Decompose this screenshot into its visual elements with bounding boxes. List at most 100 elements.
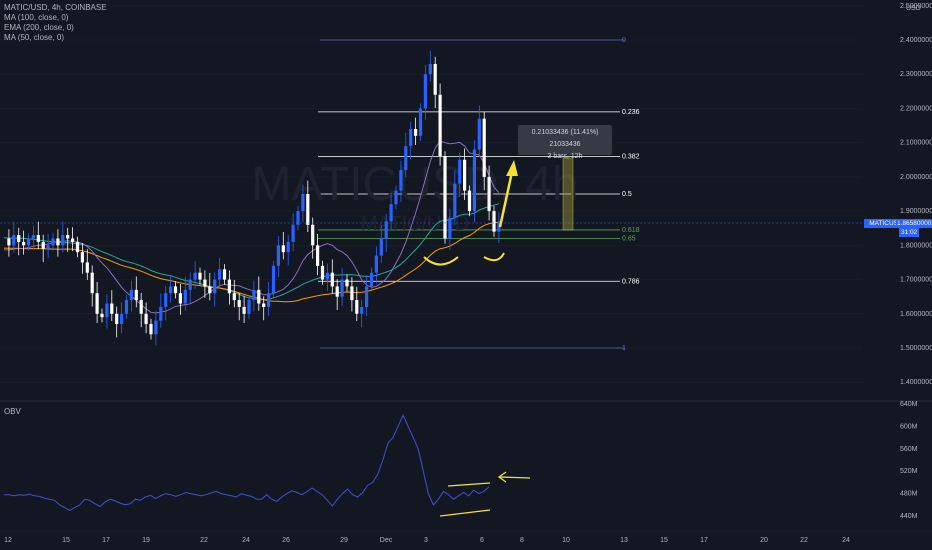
candles[interactable] bbox=[7, 50, 501, 346]
candle[interactable] bbox=[428, 50, 432, 82]
measure-box[interactable] bbox=[562, 157, 574, 231]
candle[interactable] bbox=[75, 236, 80, 258]
candle[interactable] bbox=[198, 267, 202, 285]
candle[interactable] bbox=[404, 132, 408, 178]
candle[interactable] bbox=[409, 121, 413, 160]
candle[interactable] bbox=[120, 302, 124, 334]
symbol-title[interactable]: MATIC/USD, 4h, COINBASE bbox=[4, 3, 107, 12]
candle[interactable] bbox=[51, 233, 55, 251]
candle[interactable] bbox=[399, 160, 403, 202]
candle[interactable] bbox=[159, 293, 163, 328]
candle[interactable] bbox=[345, 274, 349, 292]
indicator-ma100[interactable]: MA (100, close, 0) bbox=[4, 13, 69, 22]
candle[interactable] bbox=[85, 249, 89, 280]
candle[interactable] bbox=[316, 234, 320, 276]
candle[interactable] bbox=[281, 231, 285, 260]
candle[interactable] bbox=[232, 279, 236, 308]
candle[interactable] bbox=[46, 234, 50, 258]
candle[interactable] bbox=[330, 259, 334, 294]
candle[interactable] bbox=[105, 294, 109, 329]
candle[interactable] bbox=[291, 213, 295, 252]
candle[interactable] bbox=[100, 308, 104, 323]
candle[interactable] bbox=[110, 290, 114, 321]
candle[interactable] bbox=[7, 229, 11, 257]
ma100-line[interactable] bbox=[3, 203, 500, 301]
candle[interactable] bbox=[360, 299, 364, 328]
candle[interactable] bbox=[394, 185, 398, 210]
candle[interactable] bbox=[374, 246, 378, 285]
candle[interactable] bbox=[311, 217, 315, 259]
candle[interactable] bbox=[218, 257, 222, 289]
candle[interactable] bbox=[31, 225, 35, 250]
candle[interactable] bbox=[384, 214, 388, 252]
candle[interactable] bbox=[247, 294, 251, 319]
candle[interactable] bbox=[237, 292, 241, 321]
candle[interactable] bbox=[418, 103, 423, 141]
candle[interactable] bbox=[286, 234, 290, 266]
candle[interactable] bbox=[56, 229, 60, 257]
candle[interactable] bbox=[335, 279, 339, 311]
annotations[interactable] bbox=[423, 160, 518, 266]
candle[interactable] bbox=[458, 152, 462, 198]
candle[interactable] bbox=[365, 275, 369, 317]
obv-pane[interactable] bbox=[4, 413, 490, 511]
candle[interactable] bbox=[467, 185, 472, 217]
candle[interactable] bbox=[477, 105, 481, 157]
candle[interactable] bbox=[276, 236, 280, 278]
candle[interactable] bbox=[296, 205, 300, 230]
obv-channel-top[interactable] bbox=[447, 482, 491, 487]
candle[interactable] bbox=[26, 233, 31, 251]
candle[interactable] bbox=[71, 227, 75, 252]
candle[interactable] bbox=[208, 273, 212, 301]
obv-axis[interactable]: 640M 600M 560M 520M 480M 440M bbox=[900, 401, 918, 520]
obv-annotations[interactable] bbox=[439, 471, 531, 517]
double-bottom-arc-left[interactable] bbox=[423, 256, 459, 266]
candle[interactable] bbox=[80, 242, 84, 274]
candle[interactable] bbox=[222, 264, 227, 285]
candle[interactable] bbox=[178, 284, 182, 315]
candle[interactable] bbox=[115, 306, 119, 338]
candle[interactable] bbox=[301, 184, 305, 223]
currency-label[interactable]: USD bbox=[906, 5, 921, 12]
candle[interactable] bbox=[149, 318, 153, 340]
candle[interactable] bbox=[443, 151, 447, 244]
candle[interactable] bbox=[61, 221, 65, 253]
candle[interactable] bbox=[129, 280, 133, 312]
candle[interactable] bbox=[17, 227, 21, 256]
candle[interactable] bbox=[193, 261, 197, 289]
candle[interactable] bbox=[252, 280, 256, 312]
candle[interactable] bbox=[463, 148, 467, 200]
ma50-line[interactable] bbox=[3, 140, 500, 314]
candle[interactable] bbox=[433, 56, 437, 109]
indicator-ma50[interactable]: MA (50, close, 0) bbox=[4, 33, 65, 42]
obv-line[interactable] bbox=[4, 413, 490, 511]
time-axis[interactable]: 12 15 17 19 22 24 26 29 Dec 3 6 8 10 13 15 17 20 22 24 bbox=[0, 530, 932, 544]
candle[interactable] bbox=[169, 275, 173, 303]
candle[interactable] bbox=[134, 276, 138, 308]
candle[interactable] bbox=[340, 268, 344, 306]
double-bottom-arc-right[interactable] bbox=[483, 252, 505, 262]
obv-indicator-label[interactable]: OBV bbox=[4, 407, 21, 416]
price-axis[interactable]: 2.50000000 2.40000000 2.30000000 2.20000000… bbox=[900, 3, 932, 386]
ema200-line[interactable] bbox=[3, 221, 499, 303]
candle[interactable] bbox=[487, 165, 491, 221]
candle[interactable] bbox=[379, 225, 383, 263]
candle[interactable] bbox=[482, 111, 486, 191]
candle[interactable] bbox=[183, 276, 187, 311]
candle[interactable] bbox=[325, 263, 329, 291]
candle[interactable] bbox=[267, 281, 271, 317]
obv-channel-bottom[interactable] bbox=[439, 509, 491, 517]
candle[interactable] bbox=[320, 260, 325, 285]
candle[interactable] bbox=[12, 221, 16, 253]
candle[interactable] bbox=[22, 230, 26, 255]
candle[interactable] bbox=[369, 267, 374, 292]
candle[interactable] bbox=[448, 208, 452, 250]
candle[interactable] bbox=[139, 292, 143, 328]
candle[interactable] bbox=[188, 272, 192, 304]
candle[interactable] bbox=[173, 281, 178, 299]
candle[interactable] bbox=[213, 272, 217, 307]
candle[interactable] bbox=[144, 302, 148, 334]
candle[interactable] bbox=[36, 221, 40, 250]
candle[interactable] bbox=[438, 83, 442, 166]
